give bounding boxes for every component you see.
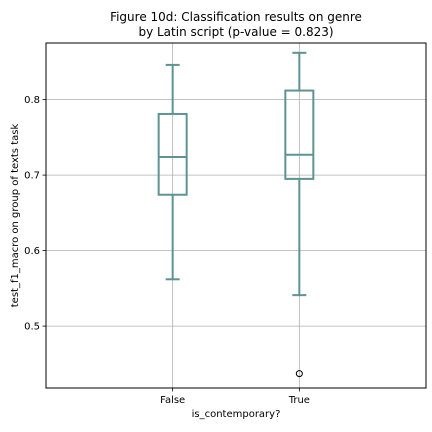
y-tick-label: 0.5 [24, 322, 40, 333]
plot-frame [45, 42, 427, 389]
y-tick-label: 0.6 [24, 246, 40, 257]
iqr-box [284, 89, 315, 180]
box-series [157, 51, 315, 378]
box-group [157, 63, 188, 281]
y-axis-label: test_f1_macro on group of texts task [10, 124, 21, 308]
x-axis-label: is_contemporary? [192, 409, 281, 420]
chart-title: Figure 10d: Classification results on ge… [110, 10, 362, 24]
y-tick-label: 0.8 [24, 95, 40, 106]
x-tick-label: False [160, 395, 185, 406]
y-axis-ticks: 0.5 0.6 0.7 0.8 [24, 95, 46, 333]
box-group [284, 51, 315, 378]
chart-subtitle: by Latin script (p-value = 0.823) [138, 25, 333, 39]
grid-lines [46, 43, 426, 388]
iqr-box [157, 112, 188, 196]
x-axis-ticks: False True [160, 388, 310, 406]
outlier-point [295, 370, 303, 378]
y-tick-label: 0.7 [24, 171, 40, 182]
x-tick-label: True [288, 395, 310, 406]
